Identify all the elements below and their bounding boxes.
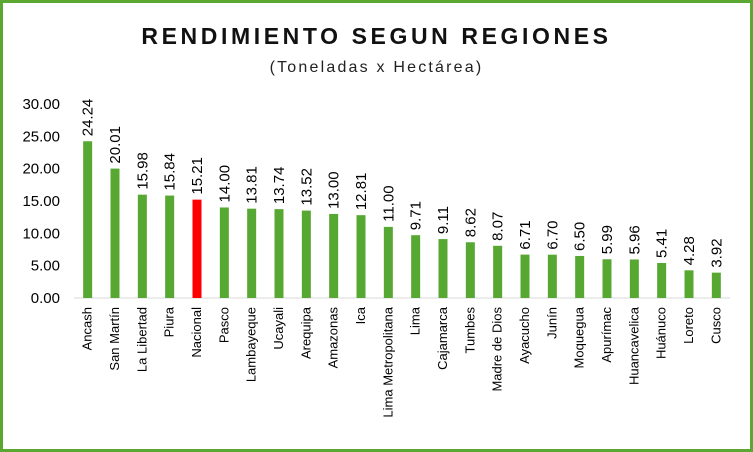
category-label: Loreto bbox=[681, 307, 696, 344]
bar bbox=[301, 210, 311, 298]
bar bbox=[137, 194, 147, 298]
category-label: Apurímac bbox=[599, 307, 614, 363]
category-label: San Martín bbox=[107, 307, 122, 371]
y-tick-label: 0.00 bbox=[31, 290, 60, 307]
y-tick-label: 5.00 bbox=[31, 258, 60, 275]
y-tick-label: 20.00 bbox=[22, 161, 60, 178]
data-label: 5.41 bbox=[654, 229, 671, 258]
data-label: 6.71 bbox=[517, 220, 534, 249]
bar bbox=[629, 259, 639, 298]
category-label: Lambayeque bbox=[244, 307, 259, 382]
data-label: 4.28 bbox=[681, 236, 698, 265]
category-label: Madre de Dios bbox=[490, 307, 505, 392]
category-label: Nacional bbox=[189, 307, 204, 358]
data-label: 6.50 bbox=[572, 222, 589, 251]
bar bbox=[657, 263, 667, 298]
data-label: 5.96 bbox=[626, 225, 643, 254]
category-label: Piura bbox=[162, 306, 177, 337]
category-label: La Libertad bbox=[134, 307, 149, 372]
bar bbox=[192, 199, 202, 298]
category-label: Amazonas bbox=[326, 307, 341, 369]
y-tick-label: 25.00 bbox=[22, 128, 60, 145]
category-label: Huánuco bbox=[654, 307, 669, 359]
bar bbox=[465, 242, 475, 298]
bar bbox=[547, 254, 557, 298]
data-label: 11.00 bbox=[380, 185, 397, 221]
category-label: Tumbes bbox=[462, 307, 477, 354]
data-label: 9.71 bbox=[408, 201, 425, 230]
bar bbox=[575, 255, 585, 298]
bar bbox=[329, 213, 339, 298]
bar bbox=[383, 226, 393, 298]
bar bbox=[684, 270, 694, 298]
category-label: Junín bbox=[544, 307, 559, 339]
bar bbox=[274, 209, 284, 298]
chart-subtitle: (Toneladas x Hectárea) bbox=[269, 59, 484, 76]
category-label: Ica bbox=[353, 306, 368, 324]
data-label: 13.81 bbox=[244, 166, 261, 204]
category-label: Lima bbox=[408, 306, 423, 335]
data-label: 12.81 bbox=[353, 173, 370, 211]
bar bbox=[219, 207, 229, 298]
y-tick-label: 10.00 bbox=[22, 225, 60, 242]
category-label: Ayacucho bbox=[517, 307, 532, 364]
data-label: 24.24 bbox=[80, 99, 97, 137]
category-label: Cajamarca bbox=[435, 306, 450, 370]
bar bbox=[411, 235, 421, 298]
data-label: 9.11 bbox=[435, 206, 452, 234]
data-label: 20.01 bbox=[107, 126, 124, 164]
bar bbox=[520, 254, 530, 298]
data-label: 8.07 bbox=[490, 212, 507, 241]
y-tick-label: 15.00 bbox=[22, 193, 60, 210]
category-label: Ancash bbox=[80, 307, 95, 350]
data-label: 6.70 bbox=[544, 220, 561, 249]
bar bbox=[247, 208, 257, 298]
data-label: 13.52 bbox=[298, 168, 315, 206]
chart-title: RENDIMIENTO SEGUN REGIONES bbox=[141, 23, 612, 49]
data-label: 15.98 bbox=[134, 152, 151, 190]
category-label: Moquegua bbox=[572, 306, 587, 368]
data-label: 5.99 bbox=[599, 225, 616, 254]
bars bbox=[83, 141, 721, 298]
data-label: 3.92 bbox=[708, 238, 725, 267]
data-labels: 24.24 20.01 15.98 15.84 15.21 14.00 13.81 13.74… bbox=[80, 99, 726, 268]
data-label: 14.00 bbox=[216, 165, 233, 203]
category-label: Arequipa bbox=[298, 306, 313, 359]
bar bbox=[711, 272, 721, 298]
category-label: Pasco bbox=[216, 307, 231, 343]
bar bbox=[83, 141, 93, 298]
bar bbox=[493, 245, 503, 298]
data-label: 13.00 bbox=[326, 171, 343, 209]
data-label: 8.62 bbox=[462, 208, 479, 237]
category-label: Lima Metropolitana bbox=[380, 306, 395, 417]
category-label: Cusco bbox=[708, 307, 723, 344]
data-label: 15.84 bbox=[162, 153, 179, 191]
category-label: Ucayali bbox=[271, 307, 286, 350]
bar bbox=[165, 195, 175, 298]
bar bbox=[110, 168, 120, 298]
data-label: 15.21 bbox=[189, 157, 206, 195]
x-axis-labels: Ancash San Martín La Libertad Piura Nacional… bbox=[80, 306, 724, 417]
bar bbox=[602, 259, 612, 298]
data-label: 13.74 bbox=[271, 167, 288, 205]
bar bbox=[438, 239, 448, 298]
y-axis: 0.00 5.00 10.00 15.00 20.00 25.00 30.00 bbox=[22, 96, 730, 307]
category-label: Huancavelica bbox=[626, 306, 641, 385]
bar bbox=[356, 215, 366, 298]
y-tick-label: 30.00 bbox=[22, 96, 60, 113]
